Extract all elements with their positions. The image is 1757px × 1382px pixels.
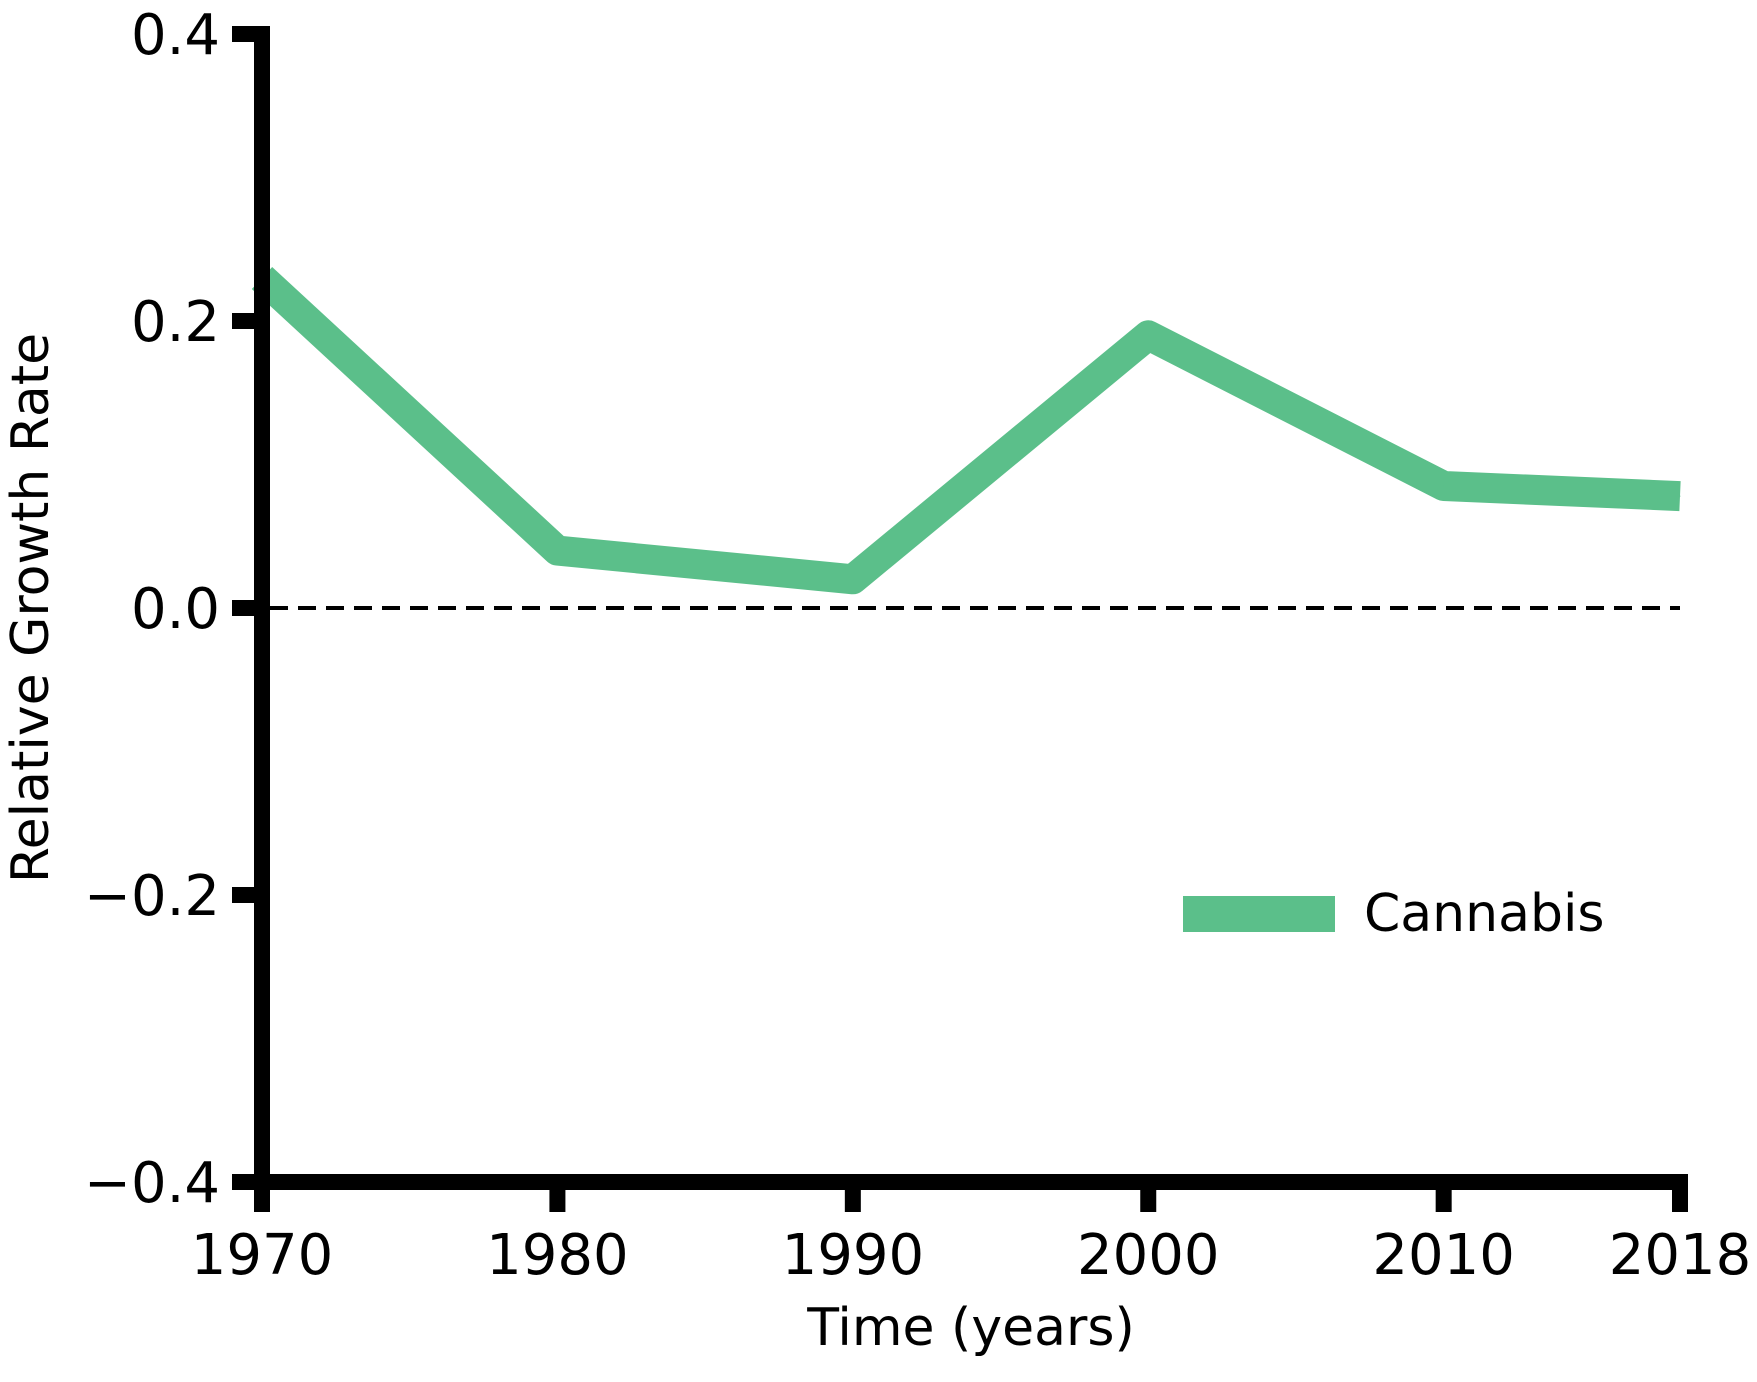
y-axis-title: Relative Growth Rate xyxy=(1,333,61,883)
data-point xyxy=(1147,334,1149,336)
y-ticks: 0.4 0.2 0.0 −0.2 −0.4 xyxy=(84,3,262,1216)
y-tick-label: −0.4 xyxy=(84,1151,220,1216)
x-ticks: 1970 1980 1990 2000 2010 2018 xyxy=(191,1182,1752,1288)
x-axis-title: Time (years) xyxy=(806,1298,1134,1358)
y-tick-label: 0.0 xyxy=(131,577,220,642)
y-tick-label: −0.2 xyxy=(84,864,220,929)
data-point xyxy=(1679,495,1681,497)
y-tick-label: 0.2 xyxy=(131,290,220,355)
x-tick-label: 2010 xyxy=(1372,1223,1515,1288)
series-line-cannabis xyxy=(251,266,1681,595)
x-tick-label: 1970 xyxy=(191,1223,334,1288)
legend: Cannabis xyxy=(1183,884,1605,944)
legend-swatch-cannabis xyxy=(1183,896,1335,932)
x-tick-label: 1990 xyxy=(782,1223,925,1288)
legend-label-cannabis: Cannabis xyxy=(1364,884,1605,944)
series-group xyxy=(251,266,1681,595)
data-point xyxy=(556,550,558,552)
y-tick-label: 0.4 xyxy=(131,3,220,68)
x-tick-label: 2018 xyxy=(1609,1223,1752,1288)
data-point xyxy=(1443,485,1445,487)
x-tick-label: 2000 xyxy=(1077,1223,1220,1288)
data-point xyxy=(852,578,854,580)
x-tick-label: 1980 xyxy=(486,1223,629,1288)
